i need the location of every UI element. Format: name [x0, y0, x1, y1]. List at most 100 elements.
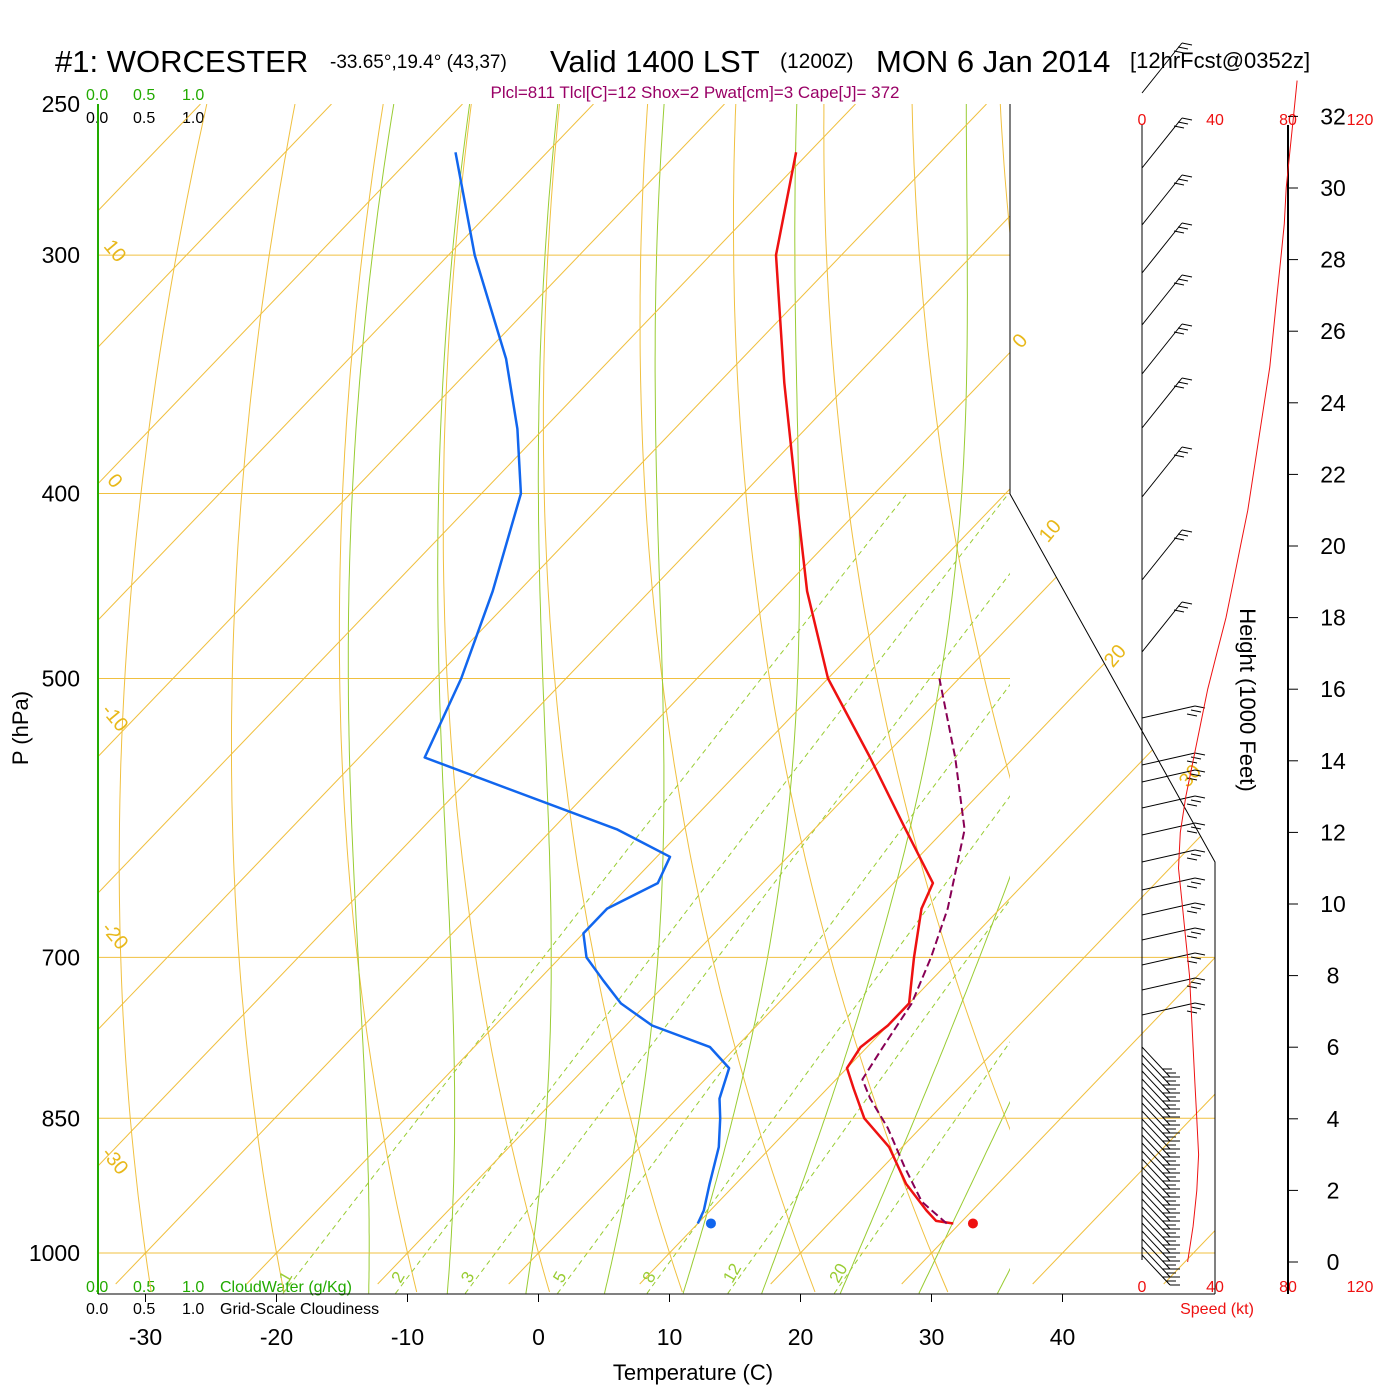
wind-barb — [1141, 952, 1206, 966]
wind-barbs — [1141, 42, 1206, 1286]
dry-adiabat — [118, 104, 208, 1293]
barb-feather — [1173, 537, 1185, 541]
barb-staff — [1141, 927, 1196, 941]
barb-feather — [1177, 605, 1189, 609]
wind-barb — [1141, 822, 1206, 836]
barb-feather — [1181, 323, 1193, 327]
barb-feather — [1177, 226, 1189, 230]
x-axis-label: Temperature (C) — [613, 1360, 773, 1385]
moist-adiabat — [761, 104, 968, 1294]
height-tick-label: 6 — [1327, 1034, 1340, 1060]
isotherm-line — [98, 104, 856, 1285]
y-axis-label: P (hPa) — [8, 691, 33, 765]
barb-staff — [1141, 1046, 1171, 1078]
barb-feather — [1173, 385, 1185, 389]
height-axis-label: Height (1000 Feet) — [1235, 608, 1260, 791]
barb-staff — [1141, 1126, 1171, 1158]
isotherm-line — [98, 104, 1118, 1285]
barb-feather — [1190, 881, 1202, 885]
isotherm-line — [98, 104, 594, 1285]
barb-staff — [1141, 1002, 1196, 1016]
height-tick-label: 20 — [1320, 533, 1346, 559]
mixing-ratio-line — [282, 493, 908, 1294]
speed-top-tick: 40 — [1206, 112, 1224, 129]
barb-feather — [1186, 713, 1198, 717]
height-tick-label: 4 — [1327, 1106, 1340, 1132]
wind-barb — [1141, 1078, 1180, 1110]
barb-feather — [1194, 952, 1206, 956]
height-tick-label: 14 — [1320, 748, 1346, 774]
barb-staff — [1141, 446, 1183, 498]
barb-staff — [1141, 1142, 1171, 1174]
barb-feather — [1173, 609, 1185, 613]
barb-feather — [1181, 377, 1193, 381]
barb-feather — [1186, 1010, 1198, 1014]
mixing-ratio-label: 2 — [388, 1268, 409, 1286]
barb-staff — [1141, 1198, 1171, 1230]
cloudwater-label: CloudWater (g/Kg) — [220, 1279, 352, 1296]
barb-feather — [1190, 981, 1202, 985]
barb-feather — [1173, 230, 1185, 234]
barb-staff — [1141, 822, 1196, 836]
barb-staff — [1141, 877, 1196, 891]
isotherm-label: 10 — [99, 236, 130, 267]
wind-barb — [1141, 446, 1193, 498]
bottom-black-tick: 0.0 — [86, 1301, 108, 1318]
barb-feather — [1177, 533, 1189, 537]
barb-staff — [1141, 174, 1183, 226]
barb-feather — [1194, 752, 1206, 756]
top-green-tick: 0.0 — [86, 87, 108, 104]
barb-feather — [1173, 182, 1185, 186]
wind-barb — [1141, 1230, 1180, 1262]
barb-staff — [1141, 1246, 1171, 1278]
p-tick-label: 300 — [42, 242, 80, 268]
wind-barb — [1141, 1158, 1180, 1190]
mixing-ratio-line — [395, 493, 1009, 1294]
barb-staff — [1141, 1110, 1171, 1142]
mixing-ratio-label: 20 — [826, 1260, 852, 1286]
barb-feather — [1186, 803, 1198, 807]
isotherm-line — [1163, 104, 1215, 1285]
isotherm-label: 0 — [1008, 330, 1032, 353]
barb-feather — [1190, 799, 1202, 803]
grid-clip-wide — [98, 104, 1215, 1285]
speed-top-tick: 0 — [1138, 112, 1147, 129]
barb-feather — [1186, 960, 1198, 964]
parcel-line — [861, 678, 966, 1225]
wind-barb — [1141, 705, 1206, 719]
barb-staff — [1141, 952, 1196, 966]
barb-feather — [1186, 985, 1198, 989]
speed-label: Speed (kt) — [1180, 1301, 1254, 1318]
x-tick-label: 20 — [788, 1324, 814, 1350]
dry-adiabat — [542, 104, 683, 1293]
sounding-params: Plcl=811 Tlcl[C]=12 Shox=2 Pwat[cm]=3 Ca… — [490, 83, 899, 102]
barb-staff — [1141, 1230, 1171, 1262]
barb-feather — [1186, 935, 1198, 939]
barb-feather — [1186, 857, 1198, 861]
p-tick-label: 850 — [42, 1105, 80, 1131]
barb-staff — [1141, 1238, 1171, 1270]
isotherm-line — [98, 104, 987, 1285]
mixing-ratio-label: 3 — [457, 1268, 478, 1286]
height-tick-label: 18 — [1320, 605, 1346, 631]
isotherm-line — [115, 104, 1215, 1285]
isotherm-line — [770, 104, 1215, 1285]
p-tick-label: 700 — [42, 944, 80, 970]
wind-barb — [1141, 902, 1206, 916]
dry-adiabat — [1353, 104, 1400, 1292]
height-tick-label: 10 — [1320, 891, 1346, 917]
valid-date: MON 6 Jan 2014 — [876, 44, 1110, 79]
barb-staff — [1141, 1214, 1171, 1246]
station-title: #1: WORCESTER — [55, 44, 308, 79]
bottom-green-tick: 0.5 — [133, 1279, 155, 1296]
barb-staff — [1141, 1094, 1171, 1126]
dry-adiabat — [338, 104, 418, 1293]
wind-barb — [1141, 927, 1206, 941]
height-tick-label: 30 — [1320, 175, 1346, 201]
barb-staff — [1141, 377, 1183, 429]
barb-staff — [1141, 1206, 1171, 1238]
barb-staff — [1141, 1254, 1171, 1286]
height-tick-label: 24 — [1320, 390, 1346, 416]
